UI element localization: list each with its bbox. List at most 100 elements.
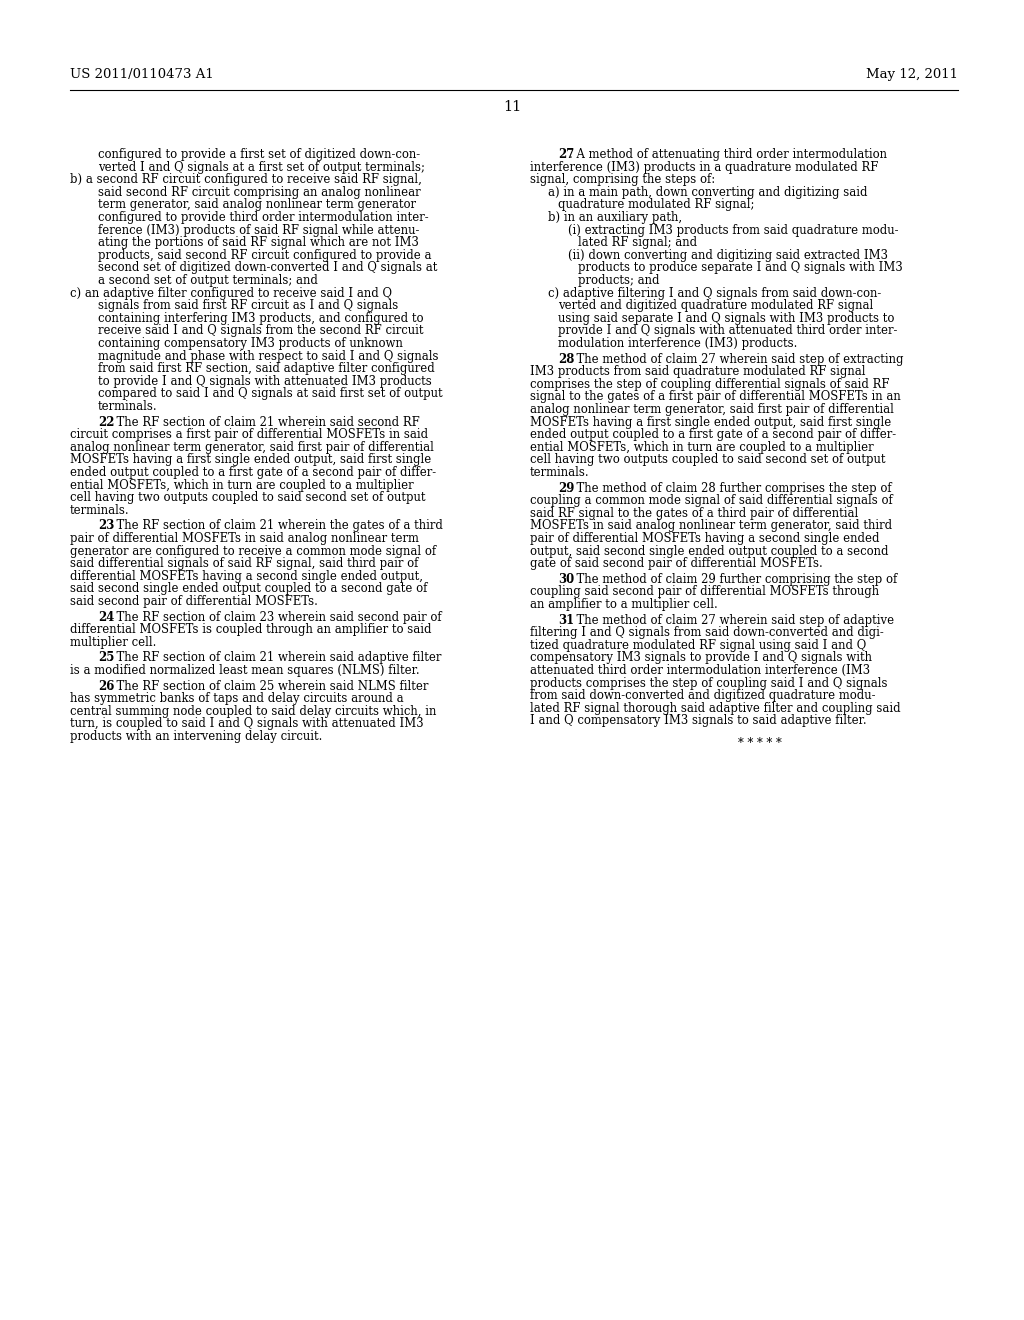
Text: circuit comprises a first pair of differential MOSFETs in said: circuit comprises a first pair of differ…	[70, 428, 428, 441]
Text: . The RF section of claim 21 wherein said second RF: . The RF section of claim 21 wherein sai…	[110, 416, 420, 429]
Text: said differential signals of said RF signal, said third pair of: said differential signals of said RF sig…	[70, 557, 419, 570]
Text: containing compensatory IM3 products of unknown: containing compensatory IM3 products of …	[98, 337, 402, 350]
Text: modulation interference (IM3) products.: modulation interference (IM3) products.	[558, 337, 798, 350]
Text: products with an intervening delay circuit.: products with an intervening delay circu…	[70, 730, 323, 743]
Text: (i) extracting IM3 products from said quadrature modu-: (i) extracting IM3 products from said qu…	[568, 223, 898, 236]
Text: quadrature modulated RF signal;: quadrature modulated RF signal;	[558, 198, 755, 211]
Text: differential MOSFETs having a second single ended output,: differential MOSFETs having a second sin…	[70, 570, 423, 583]
Text: attenuated third order intermodulation interference (IM3: attenuated third order intermodulation i…	[530, 664, 870, 677]
Text: said second single ended output coupled to a second gate of: said second single ended output coupled …	[70, 582, 427, 595]
Text: * * * * *: * * * * *	[738, 737, 782, 750]
Text: output, said second single ended output coupled to a second: output, said second single ended output …	[530, 545, 889, 557]
Text: 29: 29	[558, 482, 574, 495]
Text: May 12, 2011: May 12, 2011	[866, 69, 958, 81]
Text: gate of said second pair of differential MOSFETs.: gate of said second pair of differential…	[530, 557, 822, 570]
Text: compared to said I and Q signals at said first set of output: compared to said I and Q signals at said…	[98, 387, 442, 400]
Text: ential MOSFETs, which in turn are coupled to a multiplier: ential MOSFETs, which in turn are couple…	[70, 479, 414, 491]
Text: b) a second RF circuit configured to receive said RF signal,: b) a second RF circuit configured to rec…	[70, 173, 422, 186]
Text: lated RF signal; and: lated RF signal; and	[578, 236, 697, 249]
Text: interference (IM3) products in a quadrature modulated RF: interference (IM3) products in a quadrat…	[530, 161, 879, 174]
Text: products comprises the step of coupling said I and Q signals: products comprises the step of coupling …	[530, 677, 888, 689]
Text: comprises the step of coupling differential signals of said RF: comprises the step of coupling different…	[530, 378, 890, 391]
Text: has symmetric banks of taps and delay circuits around a: has symmetric banks of taps and delay ci…	[70, 692, 403, 705]
Text: 22: 22	[98, 416, 115, 429]
Text: terminals.: terminals.	[530, 466, 590, 479]
Text: configured to provide third order intermodulation inter-: configured to provide third order interm…	[98, 211, 429, 224]
Text: to provide I and Q signals with attenuated IM3 products: to provide I and Q signals with attenuat…	[98, 375, 432, 388]
Text: verted I and Q signals at a first set of output terminals;: verted I and Q signals at a first set of…	[98, 161, 425, 174]
Text: said RF signal to the gates of a third pair of differential: said RF signal to the gates of a third p…	[530, 507, 858, 520]
Text: signal, comprising the steps of:: signal, comprising the steps of:	[530, 173, 715, 186]
Text: products, said second RF circuit configured to provide a: products, said second RF circuit configu…	[98, 248, 431, 261]
Text: lated RF signal thorough said adaptive filter and coupling said: lated RF signal thorough said adaptive f…	[530, 702, 901, 715]
Text: 26: 26	[98, 680, 115, 693]
Text: I and Q compensatory IM3 signals to said adaptive filter.: I and Q compensatory IM3 signals to said…	[530, 714, 866, 727]
Text: differential MOSFETs is coupled through an amplifier to said: differential MOSFETs is coupled through …	[70, 623, 431, 636]
Text: signals from said first RF circuit as I and Q signals: signals from said first RF circuit as I …	[98, 300, 398, 313]
Text: a) in a main path, down converting and digitizing said: a) in a main path, down converting and d…	[548, 186, 867, 199]
Text: c) an adaptive filter configured to receive said I and Q: c) an adaptive filter configured to rece…	[70, 286, 392, 300]
Text: ended output coupled to a first gate of a second pair of differ-: ended output coupled to a first gate of …	[70, 466, 436, 479]
Text: receive said I and Q signals from the second RF circuit: receive said I and Q signals from the se…	[98, 325, 424, 338]
Text: ential MOSFETs, which in turn are coupled to a multiplier: ential MOSFETs, which in turn are couple…	[530, 441, 873, 454]
Text: an amplifier to a multiplier cell.: an amplifier to a multiplier cell.	[530, 598, 718, 611]
Text: cell having two outputs coupled to said second set of output: cell having two outputs coupled to said …	[530, 453, 886, 466]
Text: . The RF section of claim 21 wherein said adaptive filter: . The RF section of claim 21 wherein sai…	[110, 651, 441, 664]
Text: 23: 23	[98, 519, 115, 532]
Text: compensatory IM3 signals to provide I and Q signals with: compensatory IM3 signals to provide I an…	[530, 651, 872, 664]
Text: pair of differential MOSFETs having a second single ended: pair of differential MOSFETs having a se…	[530, 532, 880, 545]
Text: MOSFETs having a first single ended output, said first single: MOSFETs having a first single ended outp…	[530, 416, 891, 429]
Text: 24: 24	[98, 611, 115, 623]
Text: MOSFETs in said analog nonlinear term generator, said third: MOSFETs in said analog nonlinear term ge…	[530, 519, 892, 532]
Text: second set of digitized down-converted I and Q signals at: second set of digitized down-converted I…	[98, 261, 437, 275]
Text: ference (IM3) products of said RF signal while attenu-: ference (IM3) products of said RF signal…	[98, 223, 420, 236]
Text: analog nonlinear term generator, said first pair of differential: analog nonlinear term generator, said fi…	[70, 441, 434, 454]
Text: c) adaptive filtering I and Q signals from said down-con-: c) adaptive filtering I and Q signals fr…	[548, 286, 882, 300]
Text: 25: 25	[98, 651, 115, 664]
Text: . The RF section of claim 21 wherein the gates of a third: . The RF section of claim 21 wherein the…	[110, 519, 443, 532]
Text: generator are configured to receive a common mode signal of: generator are configured to receive a co…	[70, 545, 436, 557]
Text: from said down-converted and digitized quadrature modu-: from said down-converted and digitized q…	[530, 689, 876, 702]
Text: . The method of claim 28 further comprises the step of: . The method of claim 28 further compris…	[569, 482, 892, 495]
Text: analog nonlinear term generator, said first pair of differential: analog nonlinear term generator, said fi…	[530, 403, 894, 416]
Text: . The method of claim 27 wherein said step of extracting: . The method of claim 27 wherein said st…	[569, 352, 904, 366]
Text: IM3 products from said quadrature modulated RF signal: IM3 products from said quadrature modula…	[530, 366, 865, 379]
Text: filtering I and Q signals from said down-converted and digi-: filtering I and Q signals from said down…	[530, 626, 884, 639]
Text: coupling a common mode signal of said differential signals of: coupling a common mode signal of said di…	[530, 494, 893, 507]
Text: said second RF circuit comprising an analog nonlinear: said second RF circuit comprising an ana…	[98, 186, 421, 199]
Text: pair of differential MOSFETs in said analog nonlinear term: pair of differential MOSFETs in said ana…	[70, 532, 419, 545]
Text: multiplier cell.: multiplier cell.	[70, 636, 157, 649]
Text: . The RF section of claim 25 wherein said NLMS filter: . The RF section of claim 25 wherein sai…	[110, 680, 429, 693]
Text: tized quadrature modulated RF signal using said I and Q: tized quadrature modulated RF signal usi…	[530, 639, 866, 652]
Text: coupling said second pair of differential MOSFETs through: coupling said second pair of differentia…	[530, 585, 880, 598]
Text: US 2011/0110473 A1: US 2011/0110473 A1	[70, 69, 214, 81]
Text: signal to the gates of a first pair of differential MOSFETs in an: signal to the gates of a first pair of d…	[530, 391, 901, 404]
Text: ended output coupled to a first gate of a second pair of differ-: ended output coupled to a first gate of …	[530, 428, 896, 441]
Text: 30: 30	[558, 573, 574, 586]
Text: ating the portions of said RF signal which are not IM3: ating the portions of said RF signal whi…	[98, 236, 419, 249]
Text: . The RF section of claim 23 wherein said second pair of: . The RF section of claim 23 wherein sai…	[110, 611, 441, 623]
Text: products to produce separate I and Q signals with IM3: products to produce separate I and Q sig…	[578, 261, 903, 275]
Text: said second pair of differential MOSFETs.: said second pair of differential MOSFETs…	[70, 595, 317, 609]
Text: verted and digitized quadrature modulated RF signal: verted and digitized quadrature modulate…	[558, 300, 873, 313]
Text: 28: 28	[558, 352, 574, 366]
Text: . The method of claim 27 wherein said step of adaptive: . The method of claim 27 wherein said st…	[569, 614, 894, 627]
Text: 27: 27	[558, 148, 574, 161]
Text: containing interfering IM3 products, and configured to: containing interfering IM3 products, and…	[98, 312, 424, 325]
Text: central summing node coupled to said delay circuits which, in: central summing node coupled to said del…	[70, 705, 436, 718]
Text: from said first RF section, said adaptive filter configured: from said first RF section, said adaptiv…	[98, 362, 435, 375]
Text: MOSFETs having a first single ended output, said first single: MOSFETs having a first single ended outp…	[70, 453, 431, 466]
Text: magnitude and phase with respect to said I and Q signals: magnitude and phase with respect to said…	[98, 350, 438, 363]
Text: (ii) down converting and digitizing said extracted IM3: (ii) down converting and digitizing said…	[568, 248, 888, 261]
Text: b) in an auxiliary path,: b) in an auxiliary path,	[548, 211, 682, 224]
Text: . A method of attenuating third order intermodulation: . A method of attenuating third order in…	[569, 148, 887, 161]
Text: a second set of output terminals; and: a second set of output terminals; and	[98, 275, 317, 286]
Text: 11: 11	[503, 100, 521, 114]
Text: term generator, said analog nonlinear term generator: term generator, said analog nonlinear te…	[98, 198, 416, 211]
Text: cell having two outputs coupled to said second set of output: cell having two outputs coupled to said …	[70, 491, 426, 504]
Text: provide I and Q signals with attenuated third order inter-: provide I and Q signals with attenuated …	[558, 325, 897, 338]
Text: 31: 31	[558, 614, 574, 627]
Text: configured to provide a first set of digitized down-con-: configured to provide a first set of dig…	[98, 148, 420, 161]
Text: is a modified normalized least mean squares (NLMS) filter.: is a modified normalized least mean squa…	[70, 664, 420, 677]
Text: turn, is coupled to said I and Q signals with attenuated IM3: turn, is coupled to said I and Q signals…	[70, 717, 424, 730]
